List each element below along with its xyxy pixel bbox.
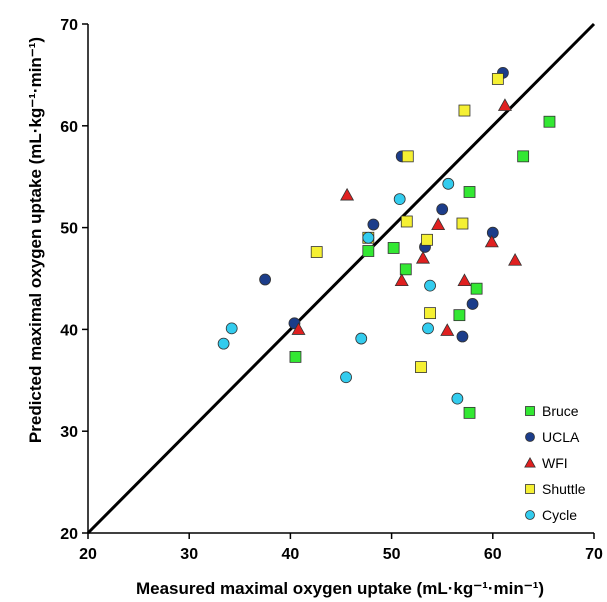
x-tick-label: 30: [180, 546, 198, 563]
data-point-shuttle: [458, 104, 471, 117]
legend-label-bruce: Bruce: [542, 403, 579, 419]
data-point-shuttle: [424, 307, 436, 320]
x-axis-title: Measured maximal oxygen uptake (mL·kg⁻¹·…: [136, 579, 544, 598]
identity-line-layer: [86, 22, 596, 535]
data-point-shuttle: [421, 233, 433, 246]
axes: 20 30 40 50 60 70 20 30 40 50 60 70: [60, 17, 603, 563]
data-point-cycle: [422, 322, 434, 335]
legend-label-wfi: WFI: [542, 455, 568, 471]
data-point-wfi: [497, 98, 512, 111]
data-point-ucla: [367, 218, 380, 231]
y-tick-label: 60: [60, 119, 78, 136]
data-point-shuttle: [401, 150, 414, 163]
legend-marker-ucla: [525, 432, 535, 442]
data-point-bruce: [543, 115, 556, 128]
data-point-shuttle: [491, 73, 504, 85]
data-point-bruce: [387, 242, 400, 254]
y-tick-label: 70: [60, 17, 78, 34]
data-point-cycle: [362, 231, 375, 244]
data-point-wfi: [291, 322, 306, 335]
data-point-ucla: [436, 203, 449, 216]
data-point-ucla: [466, 298, 479, 310]
data-point-ucla: [259, 273, 272, 286]
legend-label-ucla: UCLA: [542, 429, 580, 445]
data-point-wfi: [340, 187, 355, 201]
y-tick-label: 50: [60, 221, 78, 238]
data-points-layer: [217, 66, 556, 419]
data-point-bruce: [463, 406, 476, 419]
data-point-wfi: [457, 273, 472, 286]
legend-label-cycle: Cycle: [542, 507, 577, 523]
y-axis-title: Predicted maximal oxygen uptake (mL·kg⁻¹…: [26, 37, 45, 443]
x-tick-label: 40: [282, 546, 300, 563]
data-point-ucla: [456, 330, 469, 343]
legend-marker-wfi: [524, 457, 536, 468]
data-point-cycle: [355, 332, 368, 345]
data-point-cycle: [393, 193, 406, 205]
data-point-cycle: [340, 371, 352, 384]
data-point-shuttle: [415, 361, 427, 373]
data-point-shuttle: [456, 217, 469, 230]
data-point-wfi: [440, 323, 455, 336]
data-point-wfi: [431, 217, 446, 231]
data-point-bruce: [399, 263, 412, 276]
legend: Bruce UCLA WFI Shuttle Cycle: [524, 403, 586, 523]
data-point-bruce: [362, 245, 375, 257]
data-point-wfi: [415, 250, 430, 264]
legend-marker-shuttle: [525, 484, 535, 494]
data-point-shuttle: [400, 215, 413, 228]
data-point-cycle: [217, 337, 230, 350]
data-point-cycle: [451, 392, 464, 405]
identity-line: [86, 22, 596, 535]
x-tick-label: 20: [79, 546, 97, 563]
data-point-cycle: [225, 322, 238, 335]
y-tick-label: 20: [60, 526, 78, 543]
x-tick-label: 50: [383, 546, 401, 563]
legend-marker-cycle: [525, 510, 535, 520]
data-point-bruce: [470, 282, 483, 295]
data-point-bruce: [453, 309, 466, 322]
data-point-bruce: [517, 150, 530, 163]
legend-marker-bruce: [525, 406, 535, 416]
data-point-wfi: [508, 253, 523, 266]
data-point-wfi: [484, 234, 499, 248]
data-point-bruce: [463, 186, 476, 198]
data-point-cycle: [424, 279, 436, 292]
y-tick-label: 30: [60, 424, 78, 441]
legend-label-shuttle: Shuttle: [542, 481, 586, 497]
y-tick-label: 40: [60, 322, 78, 339]
data-point-shuttle: [310, 246, 323, 258]
data-point-bruce: [289, 350, 302, 363]
data-point-wfi: [394, 273, 409, 286]
x-tick-label: 60: [484, 546, 502, 563]
x-tick-label: 70: [585, 546, 603, 563]
data-point-cycle: [442, 177, 455, 190]
